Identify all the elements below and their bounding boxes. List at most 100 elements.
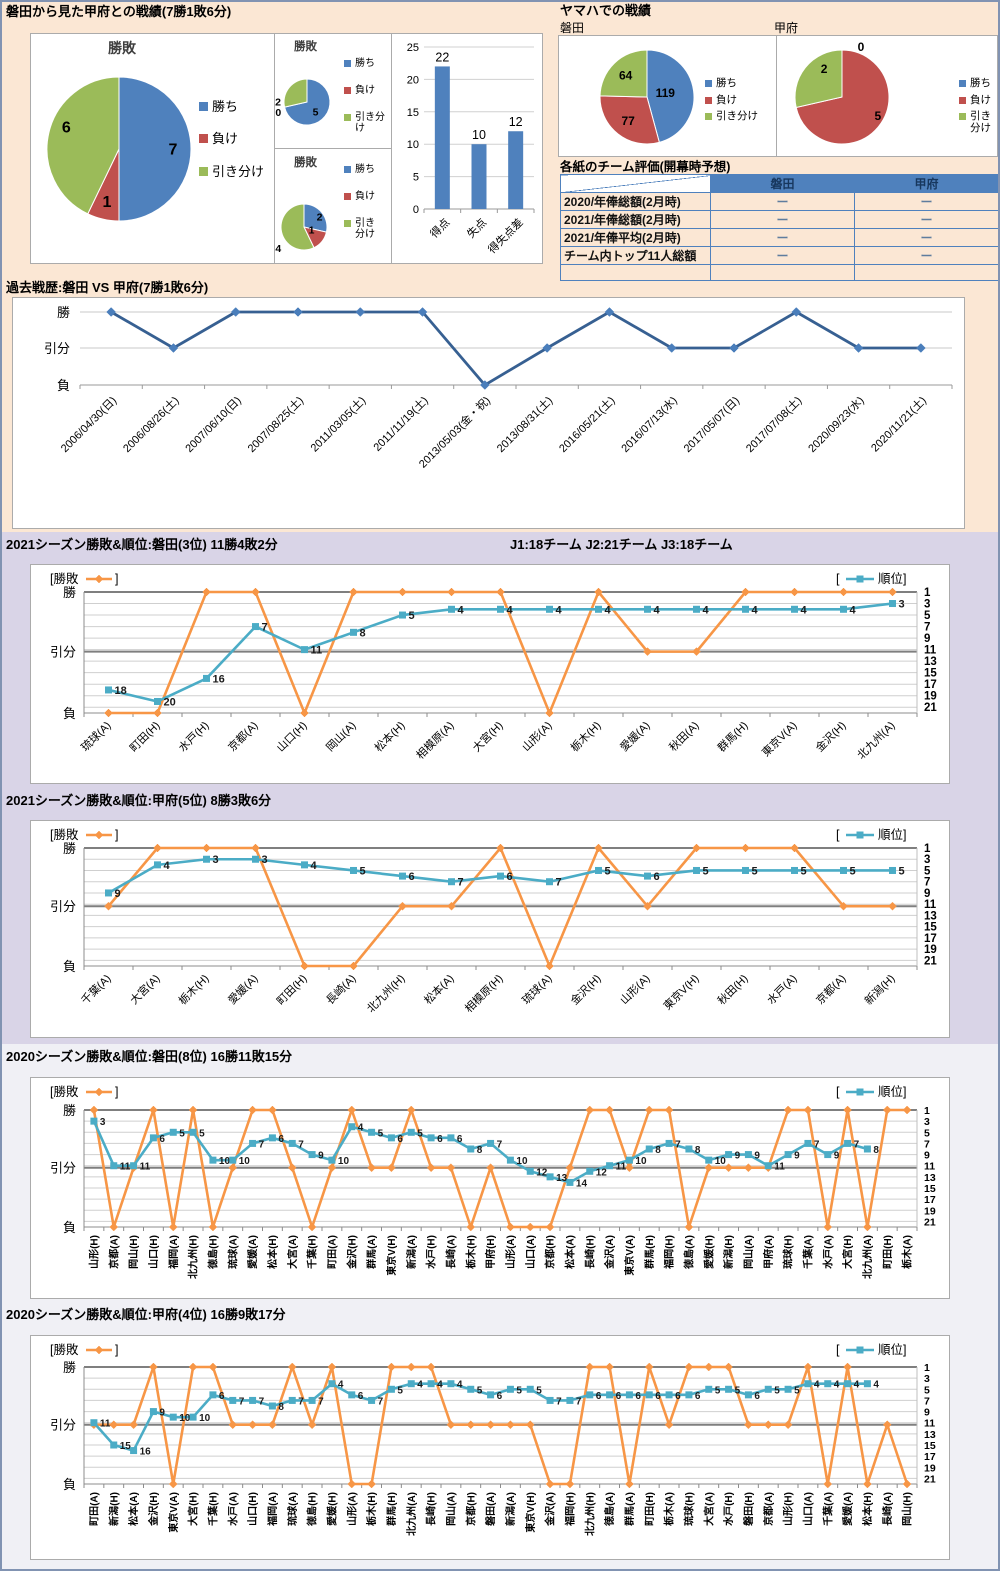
kofu-2020-panel	[30, 1335, 950, 1560]
match-label: 琉球(A)	[226, 1235, 239, 1269]
series-legend-label: [勝敗	[50, 827, 79, 842]
rank-value-label: 6	[159, 1134, 165, 1145]
match-label: 相模原(A)	[414, 719, 457, 762]
match-label: 甲府(H)	[484, 1235, 497, 1269]
legend-item: 負け	[959, 93, 998, 107]
eval-table-value: ー	[854, 192, 998, 211]
rank-value-label: 5	[360, 865, 366, 877]
rank-value-label: 6	[655, 1391, 661, 1402]
rank-value-label: 5	[899, 865, 905, 877]
rank-value-label: 5	[179, 1128, 185, 1139]
date-label: 2017/07/08(土)	[743, 394, 804, 455]
kofu-2020-chart: 勝引分負 1 3 5 7 9 11 13 15 17 19 21 町田(A) 新潟(H) 松本(A) 金沢(H…	[30, 1335, 950, 1560]
legend-swatch-icon	[705, 80, 712, 87]
match-label: 山形(A)	[504, 1235, 517, 1269]
rank-value-label: 6	[397, 1134, 403, 1145]
combo-left-axis-label: 引分	[50, 1161, 76, 1176]
h2h-total-pie-legend: 勝ち 負け 引き分け	[199, 99, 264, 179]
legend-label: 負け	[970, 93, 991, 106]
eval-table-row-label: 2020/年俸総額(2月時)	[560, 192, 711, 211]
rank-value-label: 4	[417, 1380, 423, 1391]
rank-value-label: 11	[120, 1162, 131, 1173]
match-label: 水戸(A)	[226, 1492, 239, 1527]
rank-axis-tick: 15	[924, 1183, 936, 1195]
legend-label: 引き分け	[716, 110, 758, 123]
pie-value-label: 1	[103, 194, 112, 211]
match-label: 岡山(H)	[901, 1492, 914, 1526]
rank-value-label: 6	[596, 1391, 602, 1402]
pie-value-label: 5	[875, 109, 882, 123]
rank-value-label: 4	[358, 1123, 364, 1134]
iwata-2021-title: 2021シーズン勝敗&順位:磐田(3位) 11勝4敗2分	[6, 537, 278, 552]
rank-value-label: 14	[576, 1178, 588, 1189]
rank-axis-tick: 7	[924, 1395, 930, 1407]
match-label: 大宮(H)	[187, 1492, 200, 1526]
yamaha-iwata-pie-legend: 勝ち 負け 引き分け	[705, 77, 758, 123]
match-label: 松本(H)	[266, 1235, 279, 1269]
rank-value-label: 9	[735, 1151, 741, 1162]
match-label: 金沢(H)	[812, 718, 848, 754]
match-label: 新潟(H)	[107, 1492, 120, 1526]
bar-ytick-label: 5	[413, 172, 419, 184]
rank-legend-label: 順位]	[878, 571, 906, 586]
match-label: 長崎(A)	[323, 971, 359, 1007]
rank-value-label: 10	[199, 1413, 211, 1424]
match-label: 北九州(A)	[855, 719, 898, 762]
combo-left-axis-label: 勝	[63, 1103, 76, 1118]
legend-swatch-icon	[344, 166, 351, 173]
legend-swatch-icon	[344, 114, 351, 121]
legend-item: 引き分け	[344, 112, 394, 134]
result-axis-label: 引分	[44, 341, 70, 356]
yamaha-panel-divider	[776, 35, 777, 157]
pie-value-label: 6	[62, 120, 71, 137]
rank-axis-tick: 15	[924, 1440, 936, 1452]
legend-item: 引き分け	[959, 110, 998, 134]
rank-value-label: 8	[873, 1145, 879, 1156]
match-label: 岡山(A)	[444, 1492, 457, 1526]
league-team-count-note: J1:18チーム J2:21チーム J3:18チーム	[510, 537, 733, 552]
rank-value-label: 4	[556, 604, 563, 616]
match-label: 山口(A)	[801, 1492, 814, 1526]
match-label: 京都(H)	[544, 1235, 557, 1269]
h2h-panel-divider-2	[391, 33, 392, 264]
legend-item: 引き分け	[705, 111, 758, 123]
rank-value-label: 9	[159, 1408, 165, 1419]
rank-value-label: 5	[397, 1385, 403, 1396]
match-label: 大宮(A)	[286, 1235, 299, 1269]
match-label: 京都(A)	[107, 1235, 120, 1269]
match-label: 群馬(A)	[623, 1492, 636, 1526]
bar-category-label: 得点	[428, 216, 453, 241]
rank-value-label: 9	[794, 1151, 800, 1162]
past-section-title: 過去戦歴:磐田 VS 甲府(7勝1敗6分)	[6, 280, 209, 295]
bar-value-label: 12	[509, 115, 523, 129]
rank-value-label: 13	[556, 1173, 568, 1184]
rank-axis-tick: 1	[924, 1362, 930, 1374]
rank-value-label: 6	[616, 1391, 622, 1402]
rank-value-label: 10	[179, 1413, 191, 1424]
rank-value-label: 5	[409, 610, 415, 622]
rank-value-label: 4	[873, 1380, 879, 1391]
match-label: 千葉(H)	[306, 1235, 319, 1269]
match-label: 栃木(A)	[663, 1492, 676, 1526]
match-label: 琉球(A)	[78, 718, 114, 754]
match-label: 松本(A)	[421, 971, 457, 1007]
bar-category-label: 得失点差	[485, 215, 526, 256]
match-label: 大宮(A)	[702, 1492, 715, 1526]
match-label: 町田(A)	[326, 1235, 338, 1269]
rank-axis-tick: 3	[924, 599, 930, 611]
series-legend-label: [勝敗	[50, 1084, 79, 1099]
match-label: 町田(A)	[88, 1492, 100, 1526]
rank-axis-tick: 21	[924, 1473, 936, 1485]
yamaha-right-team-label: 甲府	[774, 21, 799, 35]
rank-value-label: 4	[458, 604, 465, 616]
eval-table-value: ー	[710, 192, 855, 211]
match-label: 山口(H)	[246, 1492, 259, 1526]
rank-value-label: 7	[298, 1396, 304, 1407]
legend-swatch-icon	[705, 113, 712, 121]
legend-label: 引き分け	[970, 110, 991, 134]
match-label: 北九州(H)	[187, 1235, 200, 1279]
rank-value-label: 16	[213, 673, 225, 685]
combo-left-axis-label: 負	[63, 959, 76, 974]
rank-axis-tick: 9	[924, 633, 930, 645]
